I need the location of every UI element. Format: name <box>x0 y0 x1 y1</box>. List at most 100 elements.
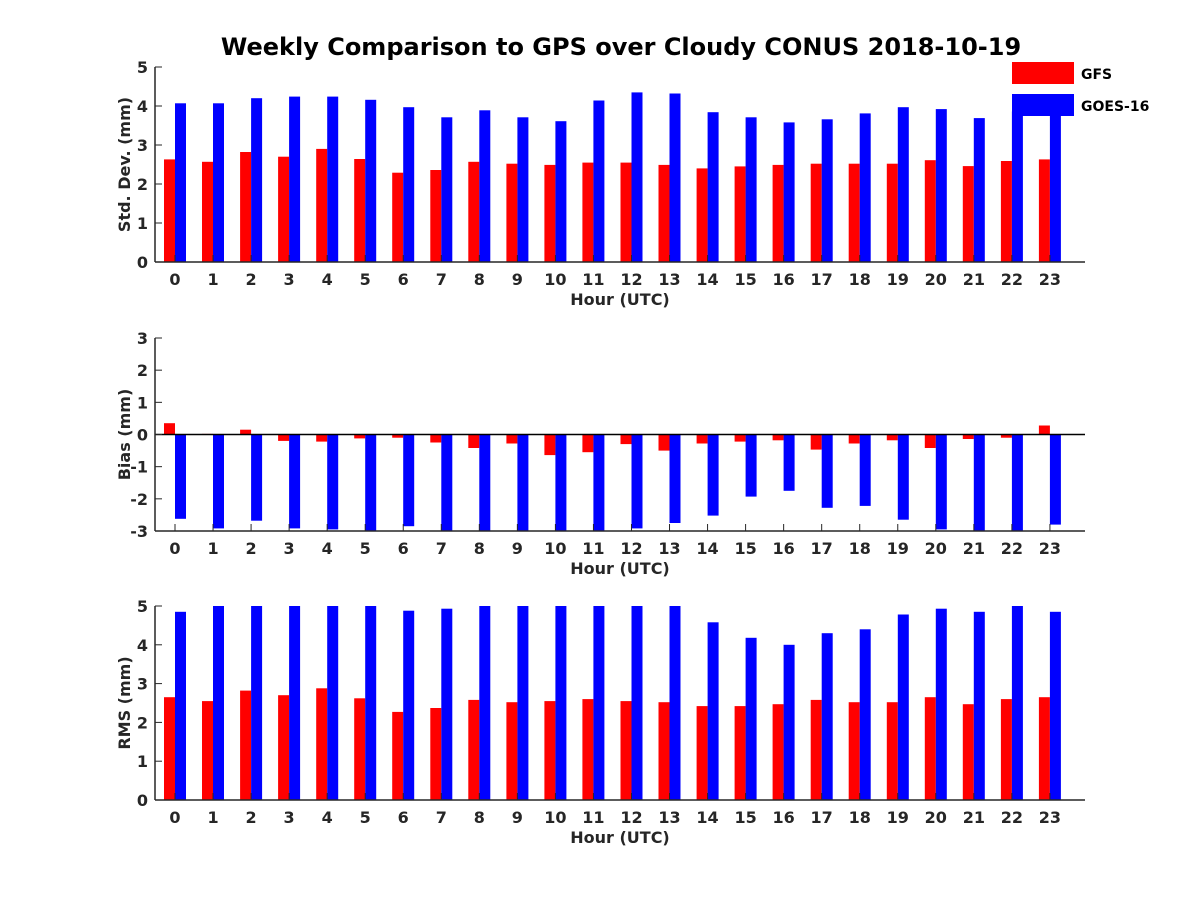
rms-ylabel: RMS (mm) <box>115 656 134 749</box>
rms-bar-gfs-6 <box>392 711 404 800</box>
rms-ytick-label: 2 <box>137 713 148 732</box>
rms-bar-goes16-18 <box>859 629 871 800</box>
bias-bar-gfs-0 <box>164 423 175 435</box>
std-dev-bar-gfs-11 <box>582 162 594 262</box>
rms-bar-goes16-17 <box>821 633 833 800</box>
rms-bar-goes16-12 <box>631 606 643 800</box>
bias-xtick-label: 15 <box>734 539 756 558</box>
bias-bar-gfs-13 <box>658 434 670 451</box>
std-dev-ytick-label: 2 <box>137 175 148 194</box>
rms-bar-gfs-10 <box>544 701 556 800</box>
std-dev-bar-goes16-12 <box>631 92 643 263</box>
legend-label-goes16: GOES-16 <box>1081 99 1149 115</box>
rms-bar-gfs-12 <box>620 701 632 800</box>
bias-bar-goes16-22 <box>1011 434 1023 531</box>
figure-title: Weekly Comparison to GPS over Cloudy CON… <box>221 33 1021 61</box>
rms-xtick-label: 19 <box>887 808 909 827</box>
rms-xtick-label: 3 <box>284 808 295 827</box>
bias-bar-goes16-23 <box>1049 434 1061 525</box>
std-dev-ytick-label: 5 <box>137 58 148 77</box>
bias-bar-goes16-0 <box>175 434 186 519</box>
bias-bar-gfs-6 <box>392 434 404 438</box>
rms-bar-gfs-1 <box>202 701 213 800</box>
std-dev-ylabel: Std. Dev. (mm) <box>115 97 134 232</box>
rms-xtick-label: 9 <box>512 808 523 827</box>
bias-bar-gfs-7 <box>430 434 442 443</box>
std-dev-xtick-label: 16 <box>773 270 795 289</box>
std-dev-bar-gfs-6 <box>392 172 404 262</box>
std-dev-xtick-label: 15 <box>734 270 756 289</box>
bias-bar-goes16-21 <box>973 434 985 531</box>
rms-bar-goes16-16 <box>783 644 795 800</box>
std-dev-bar-goes16-8 <box>479 110 491 262</box>
bias-bar-gfs-5 <box>354 434 366 439</box>
std-dev-xtick-label: 17 <box>811 270 833 289</box>
std-dev-bar-gfs-7 <box>430 170 442 262</box>
bias-bar-goes16-11 <box>593 434 605 531</box>
rms-bar-goes16-3 <box>289 606 301 800</box>
rms-bar-goes16-11 <box>593 606 605 800</box>
std-dev-bar-goes16-21 <box>973 118 985 262</box>
bias-xtick-label: 0 <box>169 539 180 558</box>
bias-xtick-label: 8 <box>474 539 485 558</box>
rms-bar-goes16-13 <box>669 606 681 800</box>
rms-bar-gfs-4 <box>316 688 328 800</box>
bias-xtick-label: 19 <box>887 539 909 558</box>
std-dev-xtick-label: 10 <box>544 270 566 289</box>
rms-xtick-label: 6 <box>398 808 409 827</box>
rms-bar-gfs-23 <box>1038 697 1050 800</box>
bias-bar-goes16-14 <box>707 434 719 516</box>
bias-ytick-label: -1 <box>130 458 148 477</box>
rms-xtick-label: 10 <box>544 808 566 827</box>
bias-xtick-label: 13 <box>658 539 680 558</box>
rms-xtick-label: 23 <box>1039 808 1061 827</box>
std-dev-bar-gfs-12 <box>620 162 632 262</box>
rms-bar-goes16-21 <box>973 611 985 800</box>
bias-bar-goes16-5 <box>365 434 377 531</box>
bias-xtick-label: 7 <box>436 539 447 558</box>
std-dev-bar-gfs-5 <box>354 159 366 262</box>
bias-xtick-label: 10 <box>544 539 566 558</box>
std-dev-xtick-label: 19 <box>887 270 909 289</box>
bias-xtick-label: 18 <box>849 539 871 558</box>
rms-xtick-label: 21 <box>963 808 985 827</box>
std-dev-xtick-label: 18 <box>849 270 871 289</box>
rms-xtick-label: 12 <box>620 808 642 827</box>
bias-ytick-label: 1 <box>137 393 148 412</box>
std-dev-bar-gfs-23 <box>1038 159 1050 262</box>
rms-bar-goes16-1 <box>213 606 224 800</box>
std-dev-xtick-label: 0 <box>169 270 180 289</box>
std-dev-bar-gfs-8 <box>468 161 480 262</box>
bias-bar-goes16-18 <box>859 434 871 506</box>
rms-xtick-label: 13 <box>658 808 680 827</box>
std-dev-bar-goes16-11 <box>593 100 605 262</box>
std-dev-bar-goes16-0 <box>175 103 186 262</box>
bias-bar-goes16-1 <box>213 434 224 529</box>
rms-bar-gfs-18 <box>848 702 860 800</box>
bias-xtick-label: 2 <box>246 539 257 558</box>
rms-xtick-label: 7 <box>436 808 447 827</box>
std-dev-bar-goes16-6 <box>403 107 415 262</box>
rms-bar-gfs-9 <box>506 702 518 800</box>
std-dev-bar-gfs-13 <box>658 164 670 262</box>
bias-xtick-label: 14 <box>696 539 718 558</box>
std-dev-xtick-label: 8 <box>474 270 485 289</box>
std-dev-bar-goes16-23 <box>1049 108 1061 262</box>
std-dev-bar-gfs-18 <box>848 163 860 262</box>
rms-bar-goes16-7 <box>441 608 453 800</box>
rms-bar-goes16-4 <box>327 606 339 800</box>
bias-bar-gfs-20 <box>924 434 936 448</box>
rms-bar-goes16-19 <box>897 614 909 800</box>
rms-bar-goes16-20 <box>935 608 947 800</box>
bias-xtick-label: 12 <box>620 539 642 558</box>
std-dev-xtick-label: 2 <box>246 270 257 289</box>
rms-bar-goes16-5 <box>365 606 377 800</box>
bias-xtick-label: 20 <box>925 539 947 558</box>
rms-xtick-label: 1 <box>207 808 218 827</box>
rms-xtick-label: 8 <box>474 808 485 827</box>
bias-xtick-label: 1 <box>207 539 218 558</box>
std-dev-bar-goes16-7 <box>441 117 453 262</box>
rms-bar-gfs-15 <box>734 706 746 800</box>
rms-ytick-label: 0 <box>137 791 148 810</box>
